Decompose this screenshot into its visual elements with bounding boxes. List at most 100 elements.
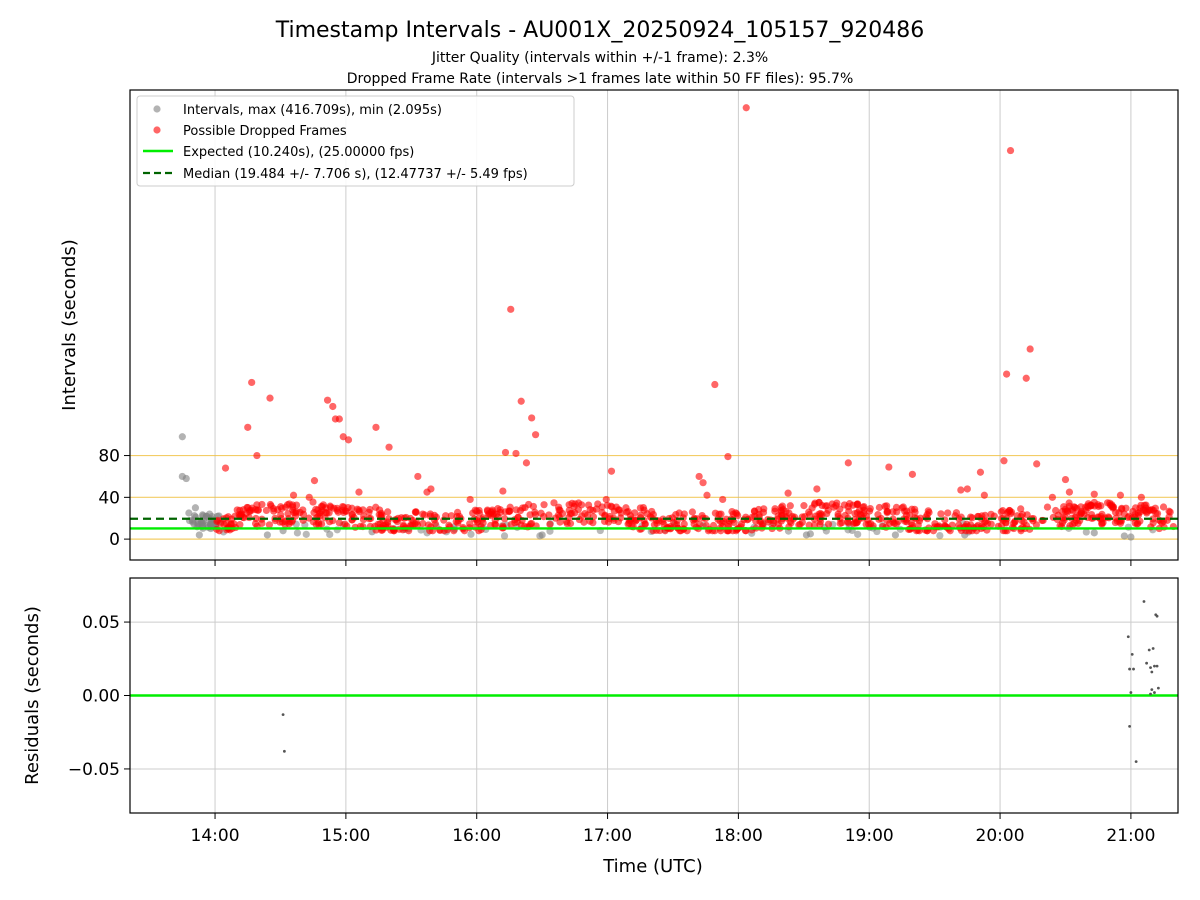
dropped-frame-point <box>305 493 313 501</box>
dropped-frame-point <box>1026 345 1034 353</box>
dropped-frame-point <box>598 508 606 517</box>
dropped-frame-point <box>688 508 696 516</box>
dropped-frame-point <box>672 511 680 519</box>
dropped-frame-point <box>813 485 821 493</box>
residual-point <box>1145 661 1148 665</box>
dropped-frame-point <box>893 508 901 516</box>
dropped-frame-point <box>355 488 363 496</box>
dropped-frame-point <box>724 453 732 461</box>
residual-point <box>1130 652 1134 656</box>
dropped-frame-point <box>574 499 583 507</box>
dropped-frame-point <box>840 501 849 509</box>
dropped-frame-point <box>1076 510 1084 519</box>
dropped-frame-point <box>1160 523 1168 531</box>
dropped-frame-point <box>414 472 422 481</box>
intervals-x-ticks <box>214 560 1132 566</box>
dropped-frame-point <box>1000 457 1008 465</box>
residual-point <box>281 713 285 716</box>
dropped-frame-point <box>258 500 266 509</box>
dropped-frame-point <box>546 520 554 528</box>
dropped-frame-point <box>1109 503 1117 511</box>
dropped-frame-point <box>499 487 507 495</box>
residual-point <box>1156 686 1160 690</box>
dropped-frame-point <box>334 508 342 516</box>
dropped-frame-point <box>563 519 571 528</box>
dropped-frame-point <box>730 518 738 527</box>
dropped-frame-point <box>589 519 597 527</box>
dropped-frame-point <box>892 520 900 528</box>
dropped-frame-point <box>760 505 768 513</box>
dropped-frame-point <box>695 472 703 481</box>
dropped-frame-point <box>805 521 813 529</box>
interval-point <box>1127 533 1135 541</box>
dropped-frame-point <box>501 515 509 523</box>
legend-dropped-label: Possible Dropped Frames <box>183 124 347 139</box>
x-tick-label: 21:00 <box>1106 826 1155 846</box>
legend: Intervals, max (416.709s), min (2.095s) … <box>136 95 575 187</box>
dropped-frame-point <box>1022 374 1030 382</box>
dropped-frame-point <box>786 502 794 510</box>
dropped-frame-point <box>719 495 727 504</box>
dropped-frame-point <box>625 519 633 527</box>
interval-point <box>189 516 197 524</box>
interval-point <box>206 520 215 528</box>
dropped-frame-point <box>843 518 852 526</box>
residuals-y-tick-label: 0.05 <box>82 613 120 633</box>
dropped-frame-point <box>517 397 525 405</box>
dropped-frame-point <box>777 508 786 516</box>
dropped-frame-point <box>1103 499 1112 507</box>
dropped-frame-point <box>778 502 786 510</box>
dropped-frame-point <box>309 518 317 526</box>
interval-point <box>536 532 544 540</box>
dropped-frame-point <box>516 506 524 515</box>
dropped-frame-point <box>340 508 348 517</box>
dropped-frame-point <box>875 503 883 512</box>
dropped-frame-point <box>485 511 493 519</box>
dropped-frame-point <box>531 508 539 516</box>
dropped-frame-point <box>924 507 932 515</box>
dropped-frame-point <box>639 503 647 512</box>
dropped-frame-point <box>885 463 893 471</box>
dropped-frame-point <box>413 521 422 529</box>
interval-point <box>293 529 302 537</box>
dropped-frame-point <box>253 451 261 460</box>
dropped-frame-point <box>810 515 818 523</box>
dropped-frame-point <box>1112 514 1120 522</box>
dropped-frame-point <box>540 501 548 509</box>
dropped-frame-point <box>289 506 297 514</box>
dropped-frame-point <box>867 520 875 528</box>
intervals-plot-frame <box>129 89 1179 561</box>
residual-point <box>1134 760 1138 763</box>
residual-point <box>1128 667 1131 671</box>
intervals-y-label: Intervals (seconds) <box>59 239 80 411</box>
dropped-frame-point <box>248 378 256 387</box>
interval-point <box>891 531 899 539</box>
dropped-frame-point <box>811 499 819 507</box>
dropped-frame-point <box>980 491 988 499</box>
residual-points <box>281 600 1160 763</box>
dropped-frame-point <box>244 423 252 431</box>
dropped-frame-point <box>545 511 553 519</box>
dropped-frame-point <box>703 491 711 499</box>
residuals-x-ticks: 14:00 15:00 16:00 17:00 18:00 19:00 20:00 21:00 <box>191 813 1155 846</box>
dropped-frame-point <box>742 104 750 112</box>
dropped-frame-point <box>374 520 382 529</box>
dropped-frame-point <box>699 479 707 487</box>
dropped-frame-point <box>963 485 971 493</box>
dropped-frame-point <box>623 508 631 516</box>
dropped-frame-point <box>323 396 332 404</box>
dropped-frame-point <box>1116 491 1125 499</box>
dropped-frame-point <box>537 509 545 517</box>
dropped-frame-point <box>851 518 859 527</box>
interval-point <box>191 504 200 512</box>
dropped-frame-point <box>299 510 308 518</box>
dropped-frame-point <box>344 436 353 444</box>
chart-title: Timestamp Intervals - AU001X_20250924_10… <box>275 18 925 43</box>
dropped-frame-point <box>514 513 522 522</box>
residual-point <box>1151 647 1155 650</box>
interval-point <box>806 530 814 538</box>
dropped-frame-point <box>277 511 285 519</box>
interval-point <box>1090 529 1098 537</box>
dropped-frame-point <box>1049 513 1057 522</box>
dropped-frame-point <box>501 448 510 457</box>
